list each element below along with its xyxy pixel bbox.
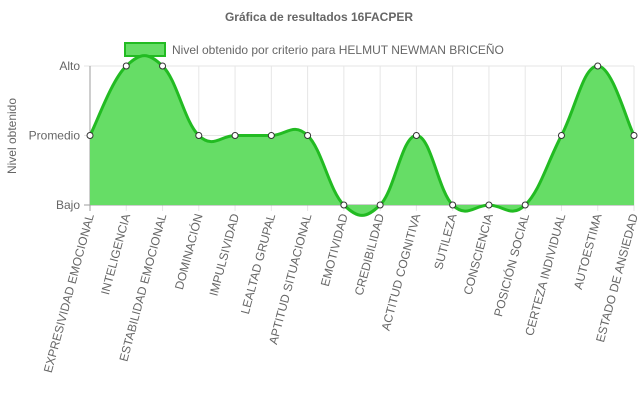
legend-label: Nivel obtenido por criterio para HELMUT … [172, 43, 504, 57]
x-tick-label: CREDIBILIDAD [352, 212, 387, 297]
legend-swatch [124, 42, 166, 57]
x-tick-label: EXPRESIVIDAD EMOCIONAL [41, 212, 97, 374]
data-point-11[interactable] [485, 201, 493, 209]
x-tick-label: ACTITUD COGNITIVA [379, 212, 424, 332]
series-area-fill [90, 55, 634, 216]
data-point-6[interactable] [304, 132, 312, 139]
x-tick-label: DOMINACIÓN [171, 212, 206, 291]
series-line [88, 54, 636, 217]
x-tick-label: INTELIGENCIA [98, 212, 133, 296]
data-point-1[interactable] [122, 62, 130, 70]
data-point-9[interactable] [412, 132, 420, 139]
x-tick-label: CONSCIENCIA [461, 212, 496, 296]
data-point-7[interactable] [340, 201, 348, 209]
x-tick-label: CERTEZA INDIVIDUAL [522, 212, 568, 337]
y-axis-label: Nivel obtenido [5, 98, 19, 174]
x-axis-ticks: EXPRESIVIDAD EMOCIONAL INTELIGENCIAESTABI… [41, 212, 639, 375]
series-points [86, 62, 638, 209]
y-tick-label: Promedio [29, 129, 81, 143]
x-tick-label: IMPULSIVIDAD [207, 212, 243, 298]
y-axis-ticks: Bajo Promedio Alto [29, 59, 81, 212]
x-tick-label: LEALTAD GRUPAL [238, 212, 278, 316]
x-tick-label: EMOTIVIDAD [318, 212, 351, 288]
data-point-12[interactable] [521, 201, 529, 209]
chart-title: Gráfica de resultados 16FACPER [225, 10, 413, 24]
data-point-2[interactable] [159, 62, 167, 70]
x-tick-label: AUTOESTIMA [571, 212, 605, 291]
data-point-0[interactable] [86, 132, 94, 139]
data-point-4[interactable] [231, 132, 239, 139]
data-point-5[interactable] [267, 132, 275, 139]
data-point-15[interactable] [630, 132, 638, 139]
x-tick-label: SUTILEZA [431, 212, 459, 271]
y-tick-label: Bajo [56, 198, 80, 212]
y-tick-label: Alto [59, 59, 80, 73]
x-tick-label: POSICIÓN SOCIAL [490, 212, 532, 319]
data-point-13[interactable] [557, 132, 565, 139]
legend[interactable]: Nivel obtenido por criterio para HELMUT … [124, 42, 504, 57]
data-point-14[interactable] [594, 62, 602, 70]
data-point-3[interactable] [195, 132, 203, 139]
data-point-8[interactable] [376, 201, 384, 209]
data-point-10[interactable] [449, 201, 457, 209]
series-area [88, 54, 636, 217]
